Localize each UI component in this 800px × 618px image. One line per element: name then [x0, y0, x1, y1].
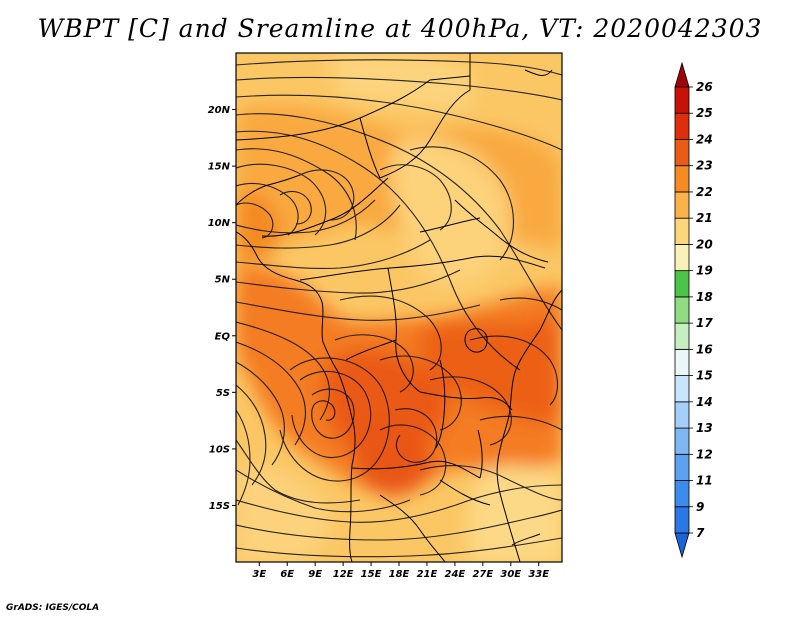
y-axis: 20N 15N 10N 5N EQ 5S 10S 15S	[208, 105, 236, 512]
x-tick-label: 30E	[500, 569, 521, 580]
lake-tanganyika	[435, 359, 446, 449]
x-tick-label: 9E	[308, 569, 322, 580]
cool-region-east	[390, 137, 511, 286]
chart-title: WBPT [C] and Sreamline at 400hPa, VT: 20…	[37, 14, 763, 43]
coastline-west	[236, 231, 356, 562]
colorbar: 7 9 11 12 13 14 15 16 17 18 19 20 21 22 23 24 25 26	[674, 61, 713, 559]
colorbar-label: 18	[696, 290, 713, 304]
colorbar-label: 9	[696, 500, 704, 514]
border-6	[387, 267, 421, 393]
coast-east-islands	[511, 533, 541, 546]
y-tick-label: 5S	[216, 388, 230, 399]
border-13	[419, 217, 481, 233]
colorbar-box	[674, 453, 690, 481]
colorbar-label: 14	[696, 395, 713, 409]
colorbar-label: 23	[696, 159, 713, 173]
colorbar-label: 19	[696, 264, 713, 278]
colorbar-box	[674, 191, 690, 219]
colorbar-label: 15	[696, 369, 713, 383]
colorbar-box	[674, 375, 690, 403]
border-8	[419, 391, 513, 411]
x-tick-label: 3E	[252, 569, 266, 580]
warm-field	[236, 53, 562, 562]
colorbar-box	[674, 217, 690, 245]
colorbar-label: 12	[696, 447, 713, 461]
colorbar-box	[674, 427, 690, 455]
coastline-east	[496, 289, 562, 562]
colorbar-label: 25	[696, 106, 713, 120]
colorbar-label: 7	[696, 526, 705, 540]
y-tick-label: 10S	[209, 444, 230, 455]
border-1	[261, 177, 389, 237]
x-tick-label: 12E	[333, 569, 354, 580]
colorbar-high-triangle	[674, 61, 690, 88]
colorbar-label: 11	[696, 474, 713, 488]
y-tick-label: EQ	[215, 331, 231, 342]
border-7	[345, 339, 397, 361]
x-tick-label: 24E	[445, 569, 466, 580]
x-tick-label: 33E	[528, 569, 549, 580]
colorbar-box	[674, 244, 690, 272]
x-axis: 3E 6E 9E 12E 15E 18E 21E 24E 27E 30E 33E	[252, 562, 549, 580]
colorbar-box	[674, 480, 690, 508]
border-2	[299, 255, 546, 281]
colorbar-box	[674, 86, 690, 114]
colorbar-box	[674, 139, 690, 167]
cool-region-southwest	[236, 467, 331, 562]
border-9	[351, 460, 481, 479]
colorbar-box	[674, 401, 690, 429]
border-11	[439, 479, 491, 506]
cool-region-south	[468, 465, 562, 562]
x-tick-label: 27E	[472, 569, 493, 580]
hot-core-3	[354, 416, 432, 496]
colorbar-box	[674, 322, 690, 350]
x-tick-label: 21E	[417, 569, 438, 580]
colorbar-box	[674, 112, 690, 140]
plot-area	[236, 53, 562, 562]
y-tick-label: 20N	[208, 105, 231, 116]
streamlines	[236, 59, 562, 558]
colorbar-label: 26	[696, 80, 713, 94]
coast-ne	[524, 69, 553, 76]
colorbar-label: 22	[696, 185, 713, 199]
coastlines-borders	[236, 53, 562, 562]
colorbar-box	[674, 348, 690, 376]
lake-malawi	[477, 429, 483, 479]
colorbar-label: 13	[696, 421, 713, 435]
y-tick-label: 10N	[208, 218, 231, 229]
colorbar-box	[674, 270, 690, 298]
colorbar-box	[674, 506, 690, 534]
x-tick-label: 18E	[389, 569, 410, 580]
colorbar-label: 24	[696, 132, 713, 146]
y-tick-label: 15S	[209, 501, 230, 512]
border-12	[454, 199, 549, 263]
colorbar-box	[674, 296, 690, 324]
colorbar-box	[674, 165, 690, 193]
border-10	[379, 494, 446, 562]
x-tick-label: 6E	[280, 569, 294, 580]
x-tick-label: 15E	[361, 569, 382, 580]
colorbar-label: 17	[696, 316, 713, 330]
cool-region-north	[330, 53, 470, 110]
border-3	[379, 53, 471, 179]
colorbar-low-triangle	[674, 532, 690, 559]
warm-region-west	[236, 191, 281, 263]
colorbar-label: 16	[696, 342, 713, 356]
grads-credit: GrADS: IGES/COLA	[6, 603, 100, 613]
lake-victoria	[464, 328, 488, 353]
border-5	[359, 117, 381, 179]
y-tick-label: 5N	[215, 275, 231, 286]
colorbar-label: 20	[696, 237, 713, 251]
coast-west-north	[236, 174, 301, 206]
y-tick-label: 15N	[208, 162, 231, 173]
colorbar-label: 21	[696, 211, 713, 225]
